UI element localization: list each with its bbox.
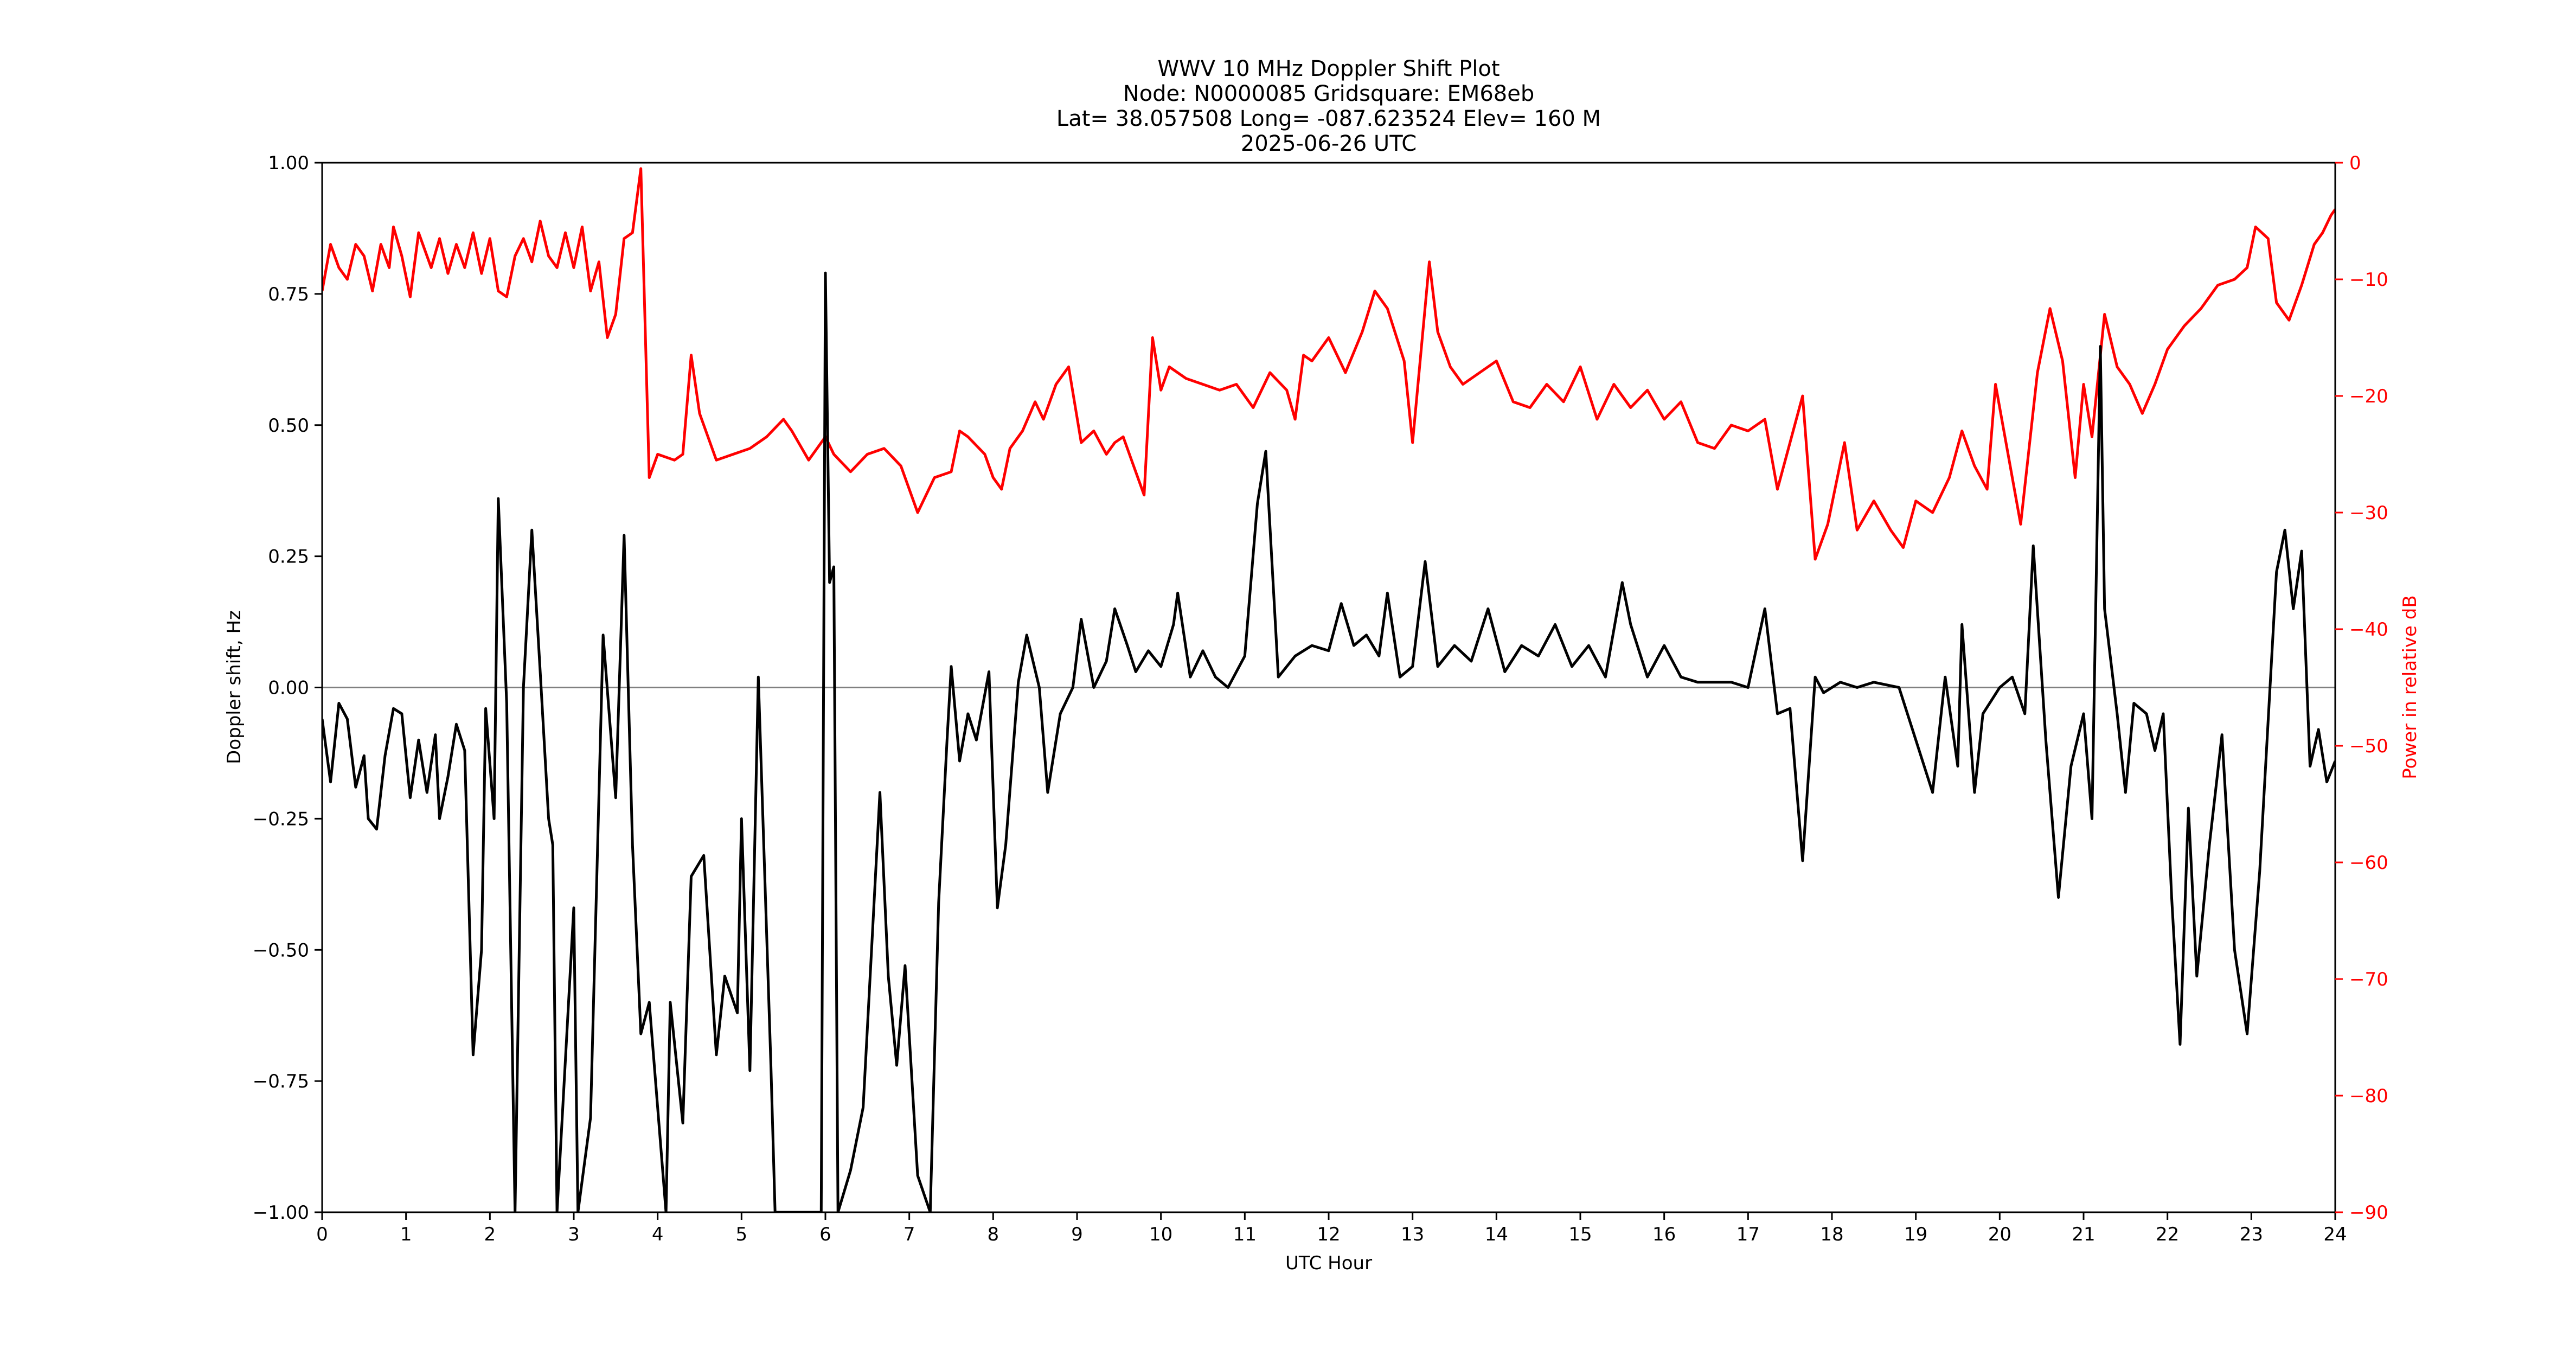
x-tick-label: 7 xyxy=(903,1224,915,1245)
y-tick-label: −0.75 xyxy=(253,1071,309,1092)
x-tick-label: 4 xyxy=(652,1224,664,1245)
y2-tick-label: −50 xyxy=(2349,735,2388,757)
title-line-1: WWV 10 MHz Doppler Shift Plot xyxy=(1157,56,1500,81)
x-tick-label: 8 xyxy=(988,1224,999,1245)
x-tick-label: 22 xyxy=(2156,1224,2179,1245)
y2-tick-label: −70 xyxy=(2349,969,2388,990)
y2-tick-label: −40 xyxy=(2349,619,2388,641)
y-tick-label: −0.50 xyxy=(253,939,309,961)
plot-area xyxy=(321,162,2336,1213)
x-tick-label: 11 xyxy=(1233,1224,1257,1245)
y2-tick-label: −90 xyxy=(2349,1202,2388,1224)
x-tick-label: 1 xyxy=(400,1224,412,1245)
y-tick-label: 0.50 xyxy=(268,415,309,437)
title-line-2: Node: N0000085 Gridsquare: EM68eb xyxy=(1123,81,1534,106)
y2-tick-label: −20 xyxy=(2349,386,2388,407)
y-tick-label: −1.00 xyxy=(253,1202,309,1224)
y-axis-left: 1.00 0.75 0.50 0.25 0.00 −0.25 −0.50 −0.75 −1.00 xyxy=(253,152,322,1224)
y2-tick-label: −10 xyxy=(2349,269,2388,291)
x-tick-label: 3 xyxy=(568,1224,580,1245)
y-tick-label: 0.25 xyxy=(268,546,309,568)
chart-title: WWV 10 MHz Doppler Shift Plot Node: N000… xyxy=(1056,56,1601,156)
x-tick-label: 18 xyxy=(1820,1224,1843,1245)
y-tick-label: 0.00 xyxy=(268,677,309,699)
x-tick-label: 15 xyxy=(1568,1224,1592,1245)
x-tick-label: 2 xyxy=(484,1224,496,1245)
x-tick-label: 0 xyxy=(316,1224,328,1245)
y-axis-right: 0 −10 −20 −30 −40 −50 −60 −70 −80 −90 xyxy=(2335,152,2388,1224)
doppler-shift-line xyxy=(322,271,2335,1212)
y-tick-label: 1.00 xyxy=(268,152,309,174)
x-axis-label: UTC Hour xyxy=(1285,1252,1372,1274)
title-line-3: Lat= 38.057508 Long= -087.623524 Elev= 1… xyxy=(1056,106,1601,131)
x-tick-label: 21 xyxy=(2072,1224,2095,1245)
power-line xyxy=(322,167,2335,561)
x-tick-label: 23 xyxy=(2240,1224,2263,1245)
y2-axis-label: Power in relative dB xyxy=(2399,595,2421,779)
x-tick-label: 9 xyxy=(1071,1224,1083,1245)
x-tick-label: 17 xyxy=(1736,1224,1760,1245)
y2-tick-label: −60 xyxy=(2349,852,2388,874)
y-axis-label: Doppler shift, Hz xyxy=(223,610,245,764)
x-tick-label: 14 xyxy=(1485,1224,1508,1245)
x-tick-label: 10 xyxy=(1149,1224,1172,1245)
y-tick-label: 0.75 xyxy=(268,284,309,305)
x-tick-label: 19 xyxy=(1904,1224,1927,1245)
x-tick-label: 6 xyxy=(819,1224,831,1245)
x-tick-label: 5 xyxy=(736,1224,748,1245)
y2-tick-label: −80 xyxy=(2349,1085,2388,1107)
y2-tick-label: −30 xyxy=(2349,502,2388,524)
x-tick-label: 13 xyxy=(1401,1224,1424,1245)
title-line-4: 2025-06-26 UTC xyxy=(1241,131,1417,156)
x-tick-label: 20 xyxy=(1988,1224,2011,1245)
x-tick-label: 24 xyxy=(2323,1224,2347,1245)
y-tick-label: −0.25 xyxy=(253,808,309,830)
x-tick-label: 16 xyxy=(1652,1224,1676,1245)
y2-tick-label: 0 xyxy=(2349,152,2361,174)
x-tick-label: 12 xyxy=(1317,1224,1340,1245)
x-axis: 0 1 2 3 4 5 6 7 8 9 10 11 12 13 14 15 16 17 18 19 20 21 22 23 24 xyxy=(316,1212,2347,1245)
